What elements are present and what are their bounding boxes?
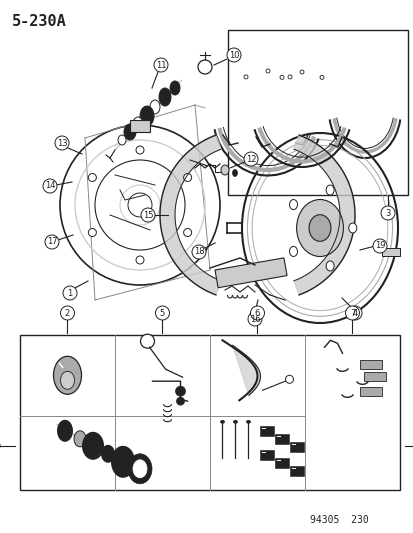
Text: 14: 14 [45, 182, 55, 190]
Ellipse shape [140, 106, 154, 126]
Circle shape [141, 208, 154, 222]
Ellipse shape [128, 454, 152, 484]
Bar [360, 360, 382, 369]
Ellipse shape [220, 421, 224, 423]
Circle shape [176, 397, 184, 405]
Bar [214, 258, 286, 288]
Polygon shape [232, 345, 260, 395]
Text: 16: 16 [249, 314, 260, 324]
Bar [381, 248, 399, 256]
Ellipse shape [118, 135, 126, 145]
Circle shape [63, 286, 77, 300]
Ellipse shape [289, 246, 297, 256]
Text: 15: 15 [142, 211, 153, 220]
Text: 19: 19 [374, 241, 385, 251]
Bar [275, 458, 289, 468]
Ellipse shape [60, 372, 74, 389]
Circle shape [226, 48, 240, 62]
Ellipse shape [348, 223, 356, 233]
Text: 2: 2 [65, 309, 70, 318]
Text: 13: 13 [57, 139, 67, 148]
Circle shape [155, 306, 169, 320]
Circle shape [140, 334, 154, 348]
Polygon shape [293, 135, 354, 295]
Ellipse shape [82, 432, 104, 460]
Circle shape [183, 174, 191, 182]
Text: 94305  230: 94305 230 [309, 515, 368, 525]
Bar [20, 335, 399, 490]
Circle shape [299, 70, 303, 74]
Text: 17: 17 [47, 238, 57, 246]
Bar [363, 372, 386, 381]
Ellipse shape [74, 431, 86, 447]
Ellipse shape [111, 446, 135, 478]
Circle shape [372, 239, 386, 253]
Circle shape [266, 69, 269, 73]
Ellipse shape [124, 124, 136, 140]
Bar [260, 426, 274, 436]
Circle shape [380, 206, 394, 220]
Circle shape [285, 375, 293, 383]
Circle shape [243, 75, 247, 79]
Circle shape [345, 306, 358, 320]
Ellipse shape [53, 356, 81, 394]
Bar [228, 30, 407, 195]
Circle shape [197, 60, 211, 74]
Circle shape [60, 306, 74, 320]
Ellipse shape [289, 199, 297, 209]
Ellipse shape [101, 445, 115, 463]
Circle shape [250, 306, 264, 320]
Ellipse shape [170, 81, 180, 95]
Circle shape [43, 179, 57, 193]
Bar [360, 387, 382, 397]
Ellipse shape [296, 199, 342, 256]
Ellipse shape [133, 117, 142, 131]
Ellipse shape [309, 215, 330, 241]
Bar [290, 466, 304, 476]
Circle shape [243, 152, 257, 166]
Circle shape [319, 75, 323, 79]
Circle shape [60, 125, 219, 285]
Text: 1: 1 [67, 288, 72, 297]
Bar [260, 450, 274, 460]
Circle shape [279, 75, 283, 79]
Ellipse shape [221, 165, 228, 175]
Ellipse shape [159, 88, 171, 106]
Text: 7: 7 [349, 309, 354, 318]
Bar [130, 120, 150, 132]
Text: 5: 5 [159, 309, 165, 318]
Ellipse shape [232, 169, 237, 176]
Text: 18: 18 [193, 247, 204, 256]
Circle shape [45, 235, 59, 249]
Circle shape [175, 386, 185, 396]
Text: 5-230A: 5-230A [12, 14, 66, 29]
Circle shape [347, 306, 361, 320]
Circle shape [88, 229, 96, 237]
Circle shape [192, 245, 206, 259]
Circle shape [136, 256, 144, 264]
Ellipse shape [325, 261, 333, 271]
Circle shape [247, 312, 261, 326]
Ellipse shape [133, 460, 147, 478]
Text: 11: 11 [155, 61, 166, 69]
Circle shape [55, 136, 69, 150]
Circle shape [154, 58, 168, 72]
Text: 3: 3 [385, 208, 390, 217]
Circle shape [88, 174, 96, 182]
Ellipse shape [325, 185, 333, 195]
Ellipse shape [150, 100, 159, 114]
Circle shape [183, 229, 191, 237]
Text: 12: 12 [245, 155, 256, 164]
Bar [290, 442, 304, 452]
Polygon shape [159, 135, 221, 295]
Text: 6: 6 [254, 309, 259, 318]
Bar [275, 434, 289, 444]
Circle shape [136, 146, 144, 154]
Text: 4: 4 [351, 309, 357, 318]
Text: 10: 10 [228, 51, 239, 60]
Ellipse shape [233, 421, 237, 423]
Ellipse shape [246, 421, 250, 423]
Circle shape [287, 75, 291, 79]
Ellipse shape [57, 420, 73, 442]
